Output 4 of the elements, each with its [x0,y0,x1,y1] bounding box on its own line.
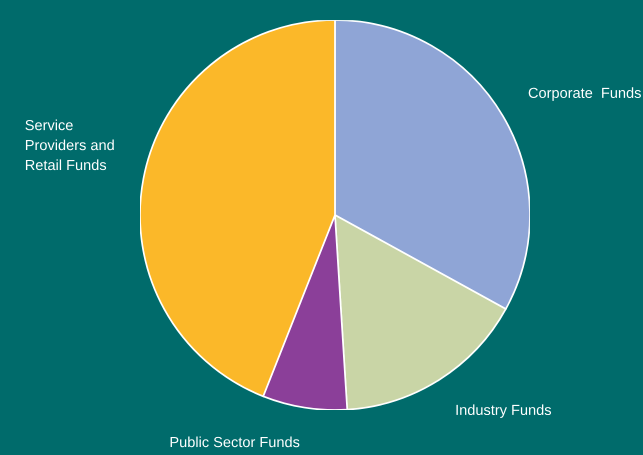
slice-label: Service Providers and Retail Funds [25,120,114,170]
slice-label: Corporate Funds [528,87,641,101]
slice-label: Industry Funds [456,404,552,418]
slice-label: Public Sector Funds [170,436,300,448]
